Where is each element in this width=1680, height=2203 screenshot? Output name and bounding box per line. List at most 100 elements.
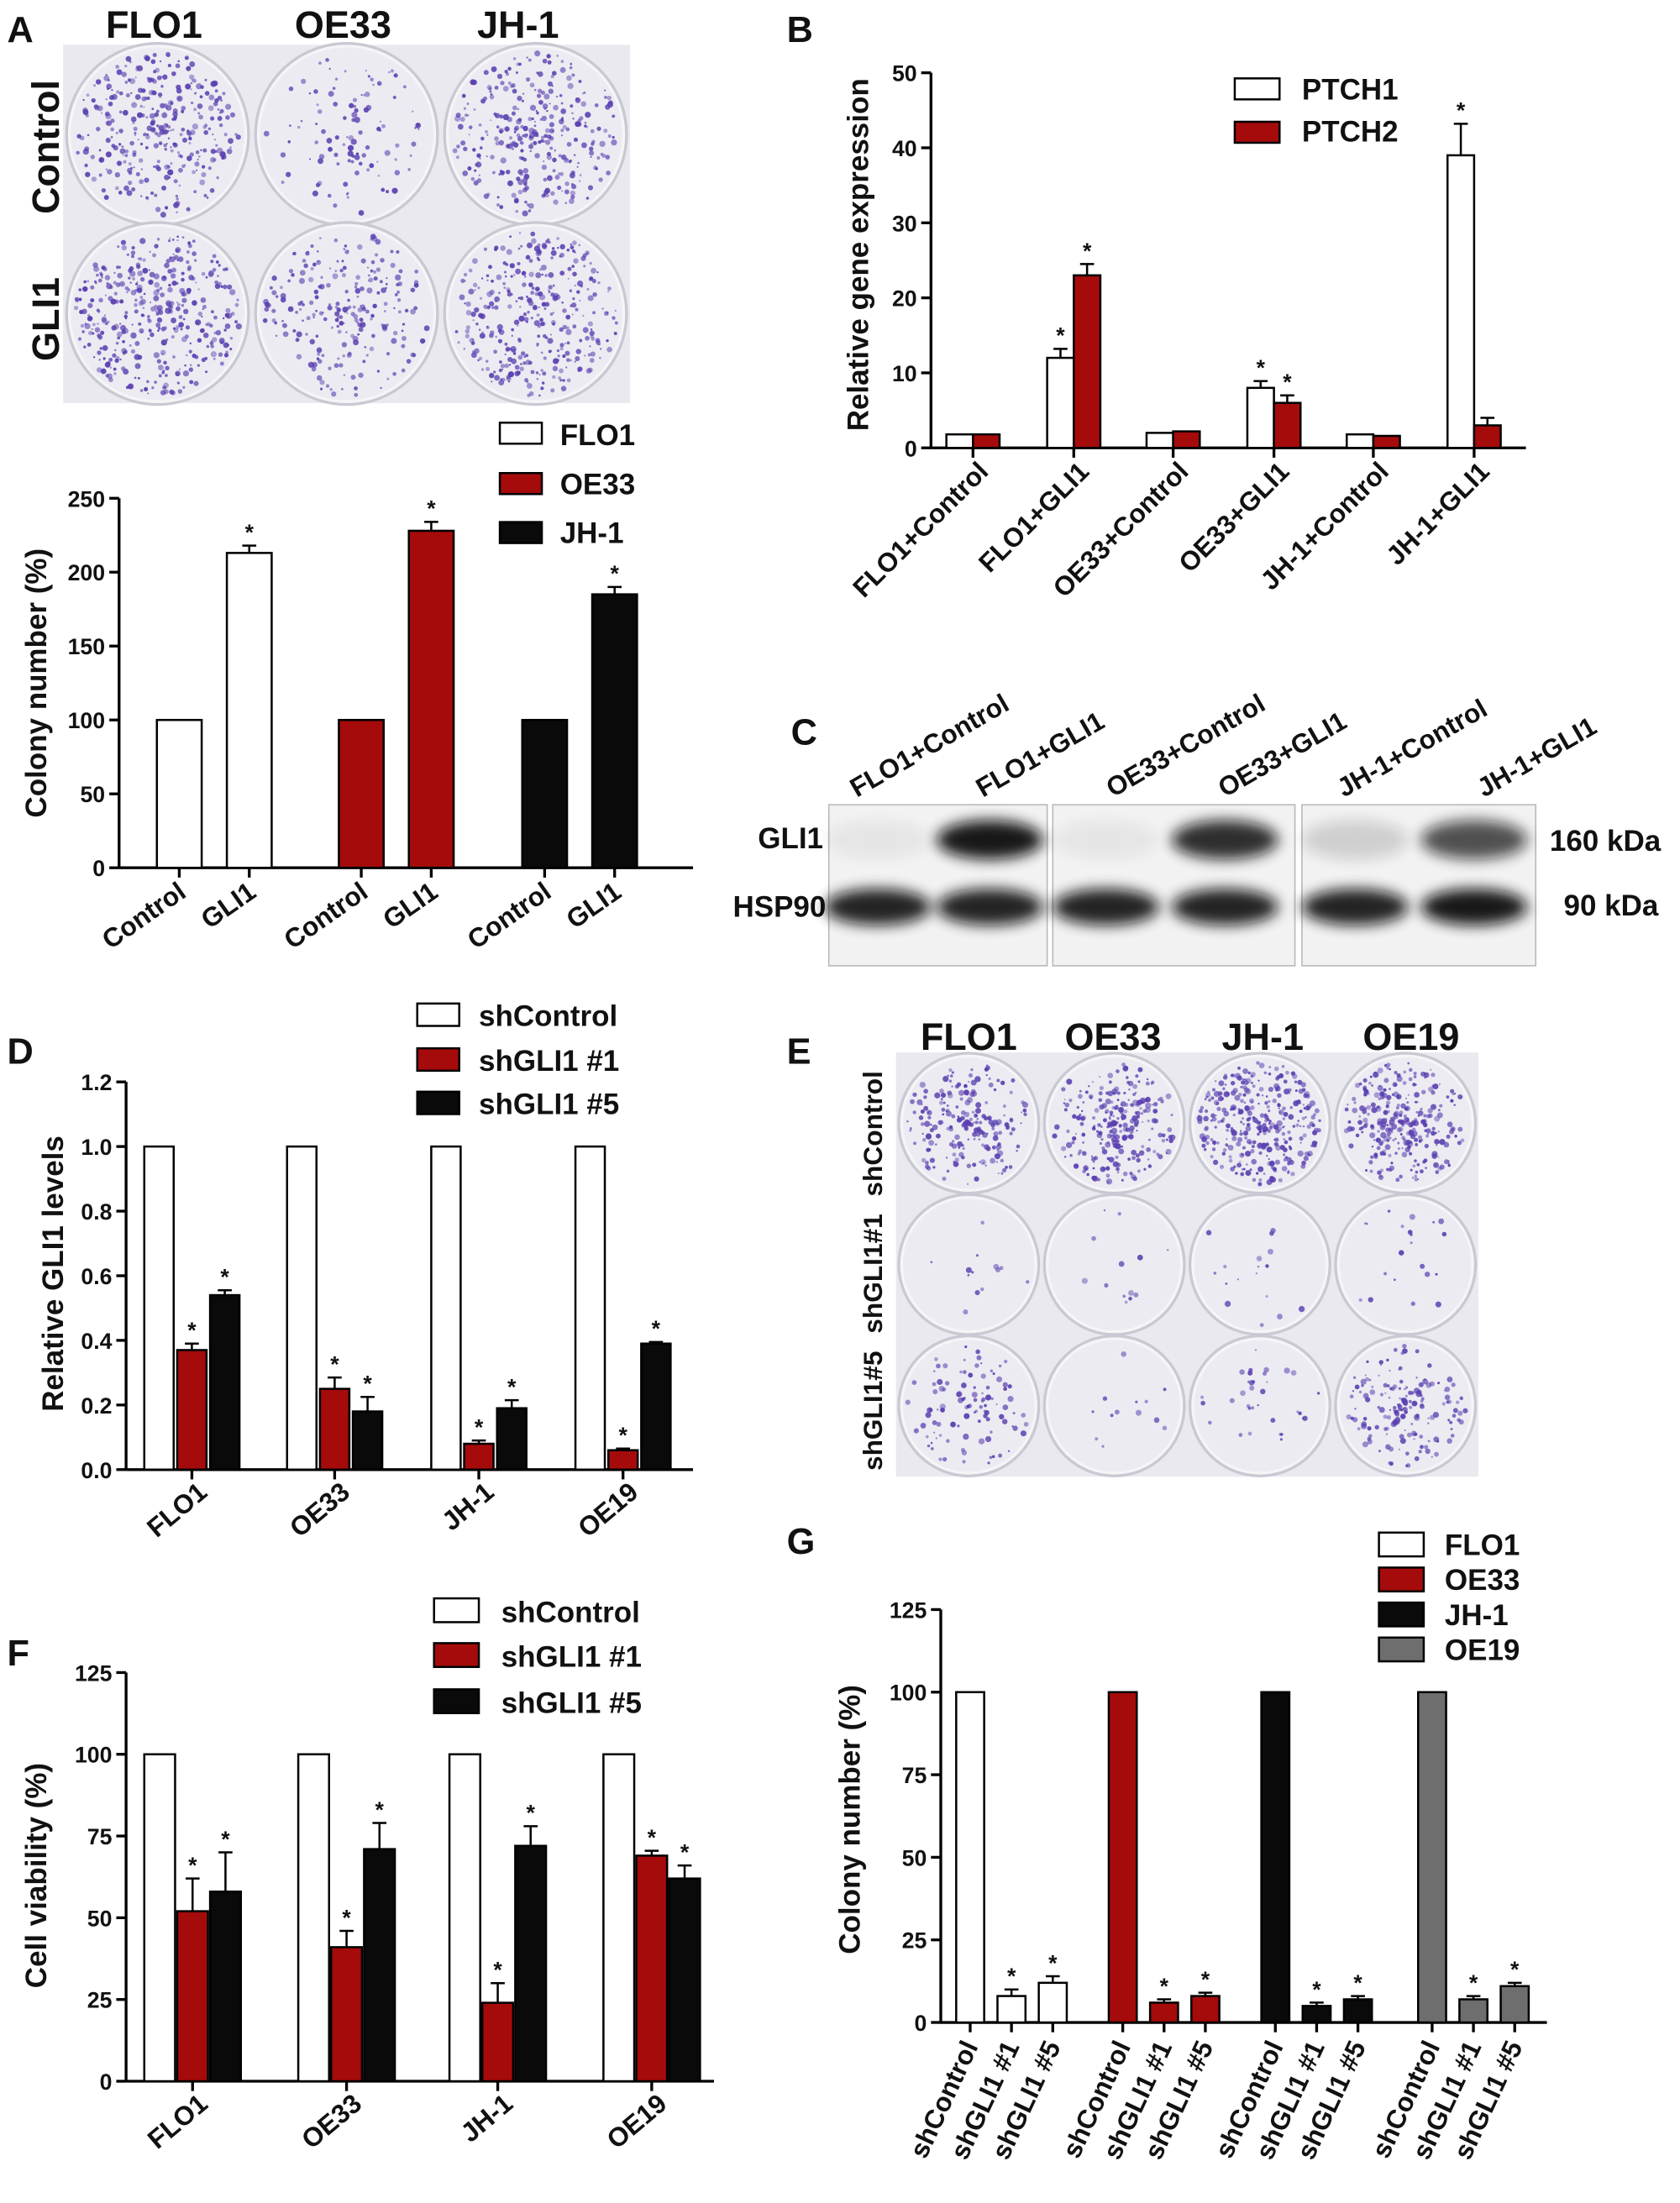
colony-dot [321,354,325,358]
colony-dot [391,338,397,344]
colony-dot [171,281,177,286]
colony-dot [1123,1091,1126,1095]
colony-dot [346,192,349,196]
colony-dot [475,323,479,326]
colony-dot [393,73,398,78]
colony-dot [1424,1129,1427,1132]
colony-dot [549,113,554,119]
colony-dot [1367,1112,1370,1116]
colony-dot [1396,1075,1403,1083]
colony-dot [1310,1144,1314,1147]
colony-dot [958,1151,964,1158]
colony-dot [1449,1420,1453,1424]
colony-dot [524,378,529,383]
colony-dot [380,386,382,390]
colony-dot [154,244,159,249]
colony-dot [1344,1107,1349,1112]
legend-label: shGLI1 #1 [501,1641,642,1674]
colony-dot [599,356,601,359]
colony-dot [1366,1360,1369,1364]
colony-dot [547,60,552,65]
colony-dot [996,1119,1002,1125]
colony-dot [1268,1109,1271,1113]
colony-dot [151,386,155,390]
colony-dot [337,329,342,334]
colony-dot [1262,1129,1266,1133]
colony-dot [549,312,554,316]
colony-dot [153,295,160,302]
colony-dot [1358,1298,1362,1302]
colony-dot [197,338,202,343]
colony-dot [147,78,152,83]
colony-dot [990,1157,996,1164]
colony-dot [1408,1130,1415,1136]
band-hsp90 [936,889,1043,926]
colony-dot [465,302,471,307]
colony-dot [339,363,344,368]
colony-dot [1201,1143,1206,1148]
colony-dot [184,55,190,60]
colony-dot [1414,1456,1420,1461]
colony-dot [549,122,554,128]
colony-dot [952,1140,955,1143]
colony-dot [171,238,175,241]
colony-dot [572,271,577,277]
colony-dot [1283,1153,1286,1157]
colony-dot [119,299,124,304]
colony-dot [197,103,203,109]
colony-dot [1274,1159,1280,1165]
colony-dot [87,343,92,347]
colony-dot [1116,1117,1120,1120]
colony-dot [82,148,89,155]
colony-dot [580,142,587,149]
colony-dot [1240,1130,1242,1132]
colony-dot [1371,1084,1373,1087]
colony-dot [93,84,97,87]
colony-dot [1383,1088,1387,1092]
colony-dot [1249,1098,1255,1104]
colony-dot [489,289,495,295]
colony-dot [1135,1110,1141,1116]
colony-dot [187,244,192,249]
y-tick-label: 0 [100,2069,113,2095]
colony-dot [102,357,106,360]
colony-dot [377,175,381,177]
colony-dot [143,292,146,296]
colony-dot [1000,1172,1004,1175]
colony-dot [317,250,319,253]
colony-dot [1403,1407,1408,1412]
colony-dot [280,152,286,158]
colony-dot [570,304,573,307]
colony-dot [1288,1088,1292,1093]
colony-dot [394,293,398,296]
colony-dot [487,305,491,309]
colony-dot [942,1456,948,1462]
colony-dot [223,133,228,137]
colony-dot [103,195,109,201]
band-hsp90 [1301,889,1409,926]
colony-dot [493,370,496,374]
colony-dot [1282,1106,1286,1111]
colony-dot [116,90,120,94]
colony-dot [1278,1107,1280,1109]
colony-dot [552,169,556,173]
colony-dot [1381,1140,1385,1144]
legend-label: FLO1 [1445,1529,1520,1561]
bar [1148,2001,1179,2024]
colony-dot [965,1267,972,1273]
colony-dot [601,153,606,158]
colony-dot [122,328,129,334]
colony-dot [1007,1384,1012,1389]
colony-dot [923,1088,928,1094]
colony-dot [1398,1387,1402,1390]
colony-dot [570,190,576,197]
colony-dot [343,374,346,376]
colony-dot [564,189,570,195]
colony-dot [1165,1093,1172,1099]
colony-dot [1210,1154,1214,1159]
colony-dot [165,259,171,264]
colony-dot [195,150,200,155]
bar [143,1753,176,2083]
colony-dot [1145,1096,1151,1103]
colony-dot [124,154,129,158]
